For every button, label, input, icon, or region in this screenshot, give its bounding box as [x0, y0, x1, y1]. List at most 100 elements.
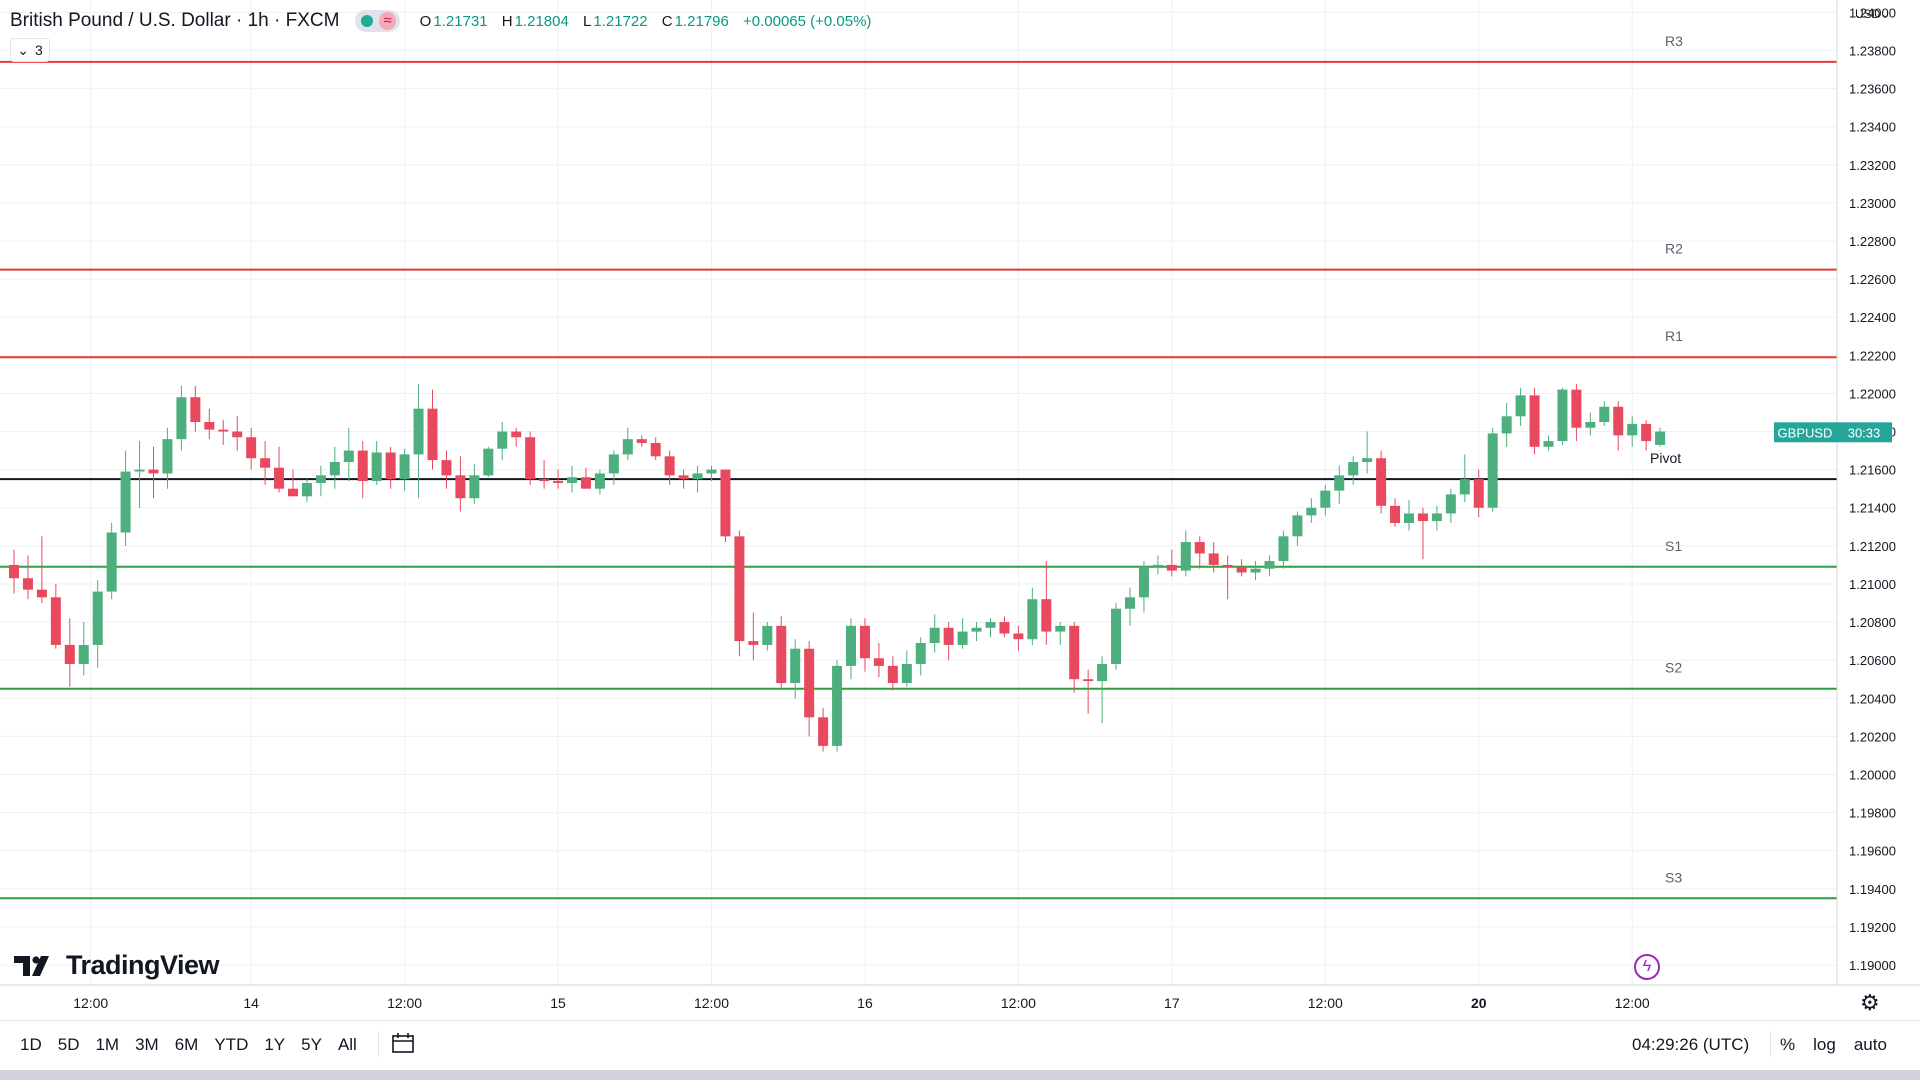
percent-scale-toggle[interactable]: %	[1780, 1035, 1796, 1054]
candle-body	[873, 658, 884, 666]
divider	[378, 1031, 379, 1057]
countdown-badge	[1837, 422, 1892, 443]
candle-body	[1069, 625, 1080, 680]
pivot-levels: R3 R2 R1 Pivot S1 S2 S3	[0, 33, 1837, 900]
candle-body	[218, 429, 229, 432]
gear-icon[interactable]: ⚙	[1860, 990, 1880, 1015]
price-tick-label: 1.22600	[1849, 272, 1896, 287]
candle-body	[734, 536, 745, 642]
lightning-icon[interactable]: ϟ	[1634, 954, 1660, 980]
price-tick-label: 1.19200	[1849, 920, 1896, 935]
price-tick-label: 1.21200	[1849, 539, 1896, 554]
candle-body	[1431, 513, 1442, 522]
candle-body	[288, 488, 298, 497]
range-button-1d[interactable]: 1D	[20, 1035, 42, 1054]
log-scale-toggle[interactable]: log	[1813, 1035, 1836, 1054]
range-button-1y[interactable]: 1Y	[264, 1035, 286, 1054]
range-button-1m[interactable]: 1M	[95, 1035, 120, 1054]
price-tick-label: 1.24000	[1849, 5, 1896, 20]
symbol-badge-label: GBPUSD	[1778, 425, 1833, 440]
candle-body	[804, 648, 815, 718]
scale-options: % log auto	[1780, 1035, 1887, 1055]
candle-body	[1250, 568, 1261, 573]
time-tick-label: 12:00	[1615, 995, 1650, 1011]
candle-body	[1641, 423, 1652, 442]
candle-body	[190, 397, 201, 423]
currency-selector[interactable]: USD⌄	[1855, 7, 1891, 21]
candle-body	[260, 458, 271, 468]
time-axis[interactable]: 12:00 14 12:00 15 12:00 16 12:00 17 12:00 20 12:00	[0, 984, 1920, 1011]
candle-body	[1166, 564, 1177, 571]
range-button-5d[interactable]: 5D	[57, 1035, 80, 1054]
candle-body	[274, 467, 285, 489]
symbol-title[interactable]: British Pound / U.S. Dollar · 1h · FXCM	[10, 10, 340, 31]
candle-body	[553, 481, 564, 483]
candle-body	[1417, 513, 1428, 522]
candle-body	[636, 439, 647, 443]
candle-body	[1543, 441, 1554, 447]
candle-body	[1222, 564, 1233, 567]
candle-body	[818, 717, 829, 746]
candle-body	[1501, 416, 1512, 434]
price-tick-label: 1.20800	[1849, 615, 1896, 630]
candle-body	[36, 589, 47, 598]
candle-body	[1487, 433, 1498, 508]
candle-body	[1027, 599, 1038, 640]
price-tick-label: 1.19000	[1849, 958, 1896, 973]
candle-body	[1180, 542, 1191, 571]
level-label-s3: S3	[1665, 869, 1682, 885]
candle-body	[469, 475, 480, 499]
candle-body	[1097, 663, 1108, 682]
grid	[0, 0, 1837, 985]
utc-clock[interactable]: 04:29:26 (UTC)	[1632, 1035, 1750, 1054]
candle-body	[1473, 479, 1484, 508]
range-button-5y[interactable]: 5Y	[301, 1035, 322, 1054]
calendar-range-icon[interactable]	[392, 1033, 414, 1059]
candle-body	[748, 641, 759, 645]
candle-body	[64, 644, 75, 664]
ohlc-high: 1.21804	[514, 12, 569, 30]
range-button-ytd[interactable]: YTD	[214, 1035, 249, 1054]
candle-body	[50, 597, 61, 645]
ohlc-values: O 1.21731 H 1.21804 L 1.21722 C 1.21796 +0.0…	[419, 12, 872, 30]
level-label-s1: S1	[1665, 538, 1682, 554]
symbol-badge	[1774, 422, 1837, 443]
candle-body	[580, 477, 591, 489]
candle-body	[706, 469, 717, 474]
candle-body	[1334, 475, 1345, 491]
candle-body	[1320, 490, 1331, 508]
price-tick-label: 1.23200	[1849, 158, 1896, 173]
candle-body	[1571, 389, 1582, 428]
price-tick-label: 1.19800	[1849, 806, 1896, 821]
tradingview-logo[interactable]: TradingView	[14, 950, 220, 981]
candle-body	[232, 431, 243, 438]
auto-scale-toggle[interactable]: auto	[1853, 1035, 1887, 1054]
range-button-3m[interactable]: 3M	[135, 1035, 159, 1054]
indicator-count: 3	[34, 42, 43, 58]
candle-body	[859, 625, 870, 659]
candle-body	[1404, 513, 1414, 523]
candle-body	[1208, 553, 1219, 565]
candle-body	[929, 627, 940, 644]
candle-body	[1111, 608, 1122, 664]
time-tick-label: 17	[1164, 995, 1180, 1011]
market-status-toggle[interactable]: ≈	[355, 10, 400, 32]
candle-body	[134, 469, 145, 472]
level-label-r1: R1	[1665, 328, 1683, 344]
ohlc-change: +0.00065 (+0.05%)	[743, 12, 872, 30]
divider	[1770, 1031, 1771, 1057]
candle-body	[1292, 515, 1303, 537]
indicators-collapse-button[interactable]: ⌄ 3	[10, 38, 50, 62]
candle-body	[413, 408, 424, 455]
range-button-all[interactable]: All	[337, 1035, 357, 1054]
price-tick-label: 1.22200	[1849, 348, 1896, 363]
candle-body	[1264, 561, 1275, 569]
price-tick-label: 1.22400	[1849, 310, 1896, 325]
price-tick-label: 1.22000	[1849, 386, 1896, 401]
candle-body	[106, 532, 117, 592]
candle-body	[1013, 633, 1024, 640]
price-axis[interactable]: 1.19000 1.19200 1.19400 1.19600 1.19800 1.200…	[1774, 0, 1896, 985]
range-button-6m[interactable]: 6M	[174, 1035, 199, 1054]
candle-body	[762, 625, 773, 645]
